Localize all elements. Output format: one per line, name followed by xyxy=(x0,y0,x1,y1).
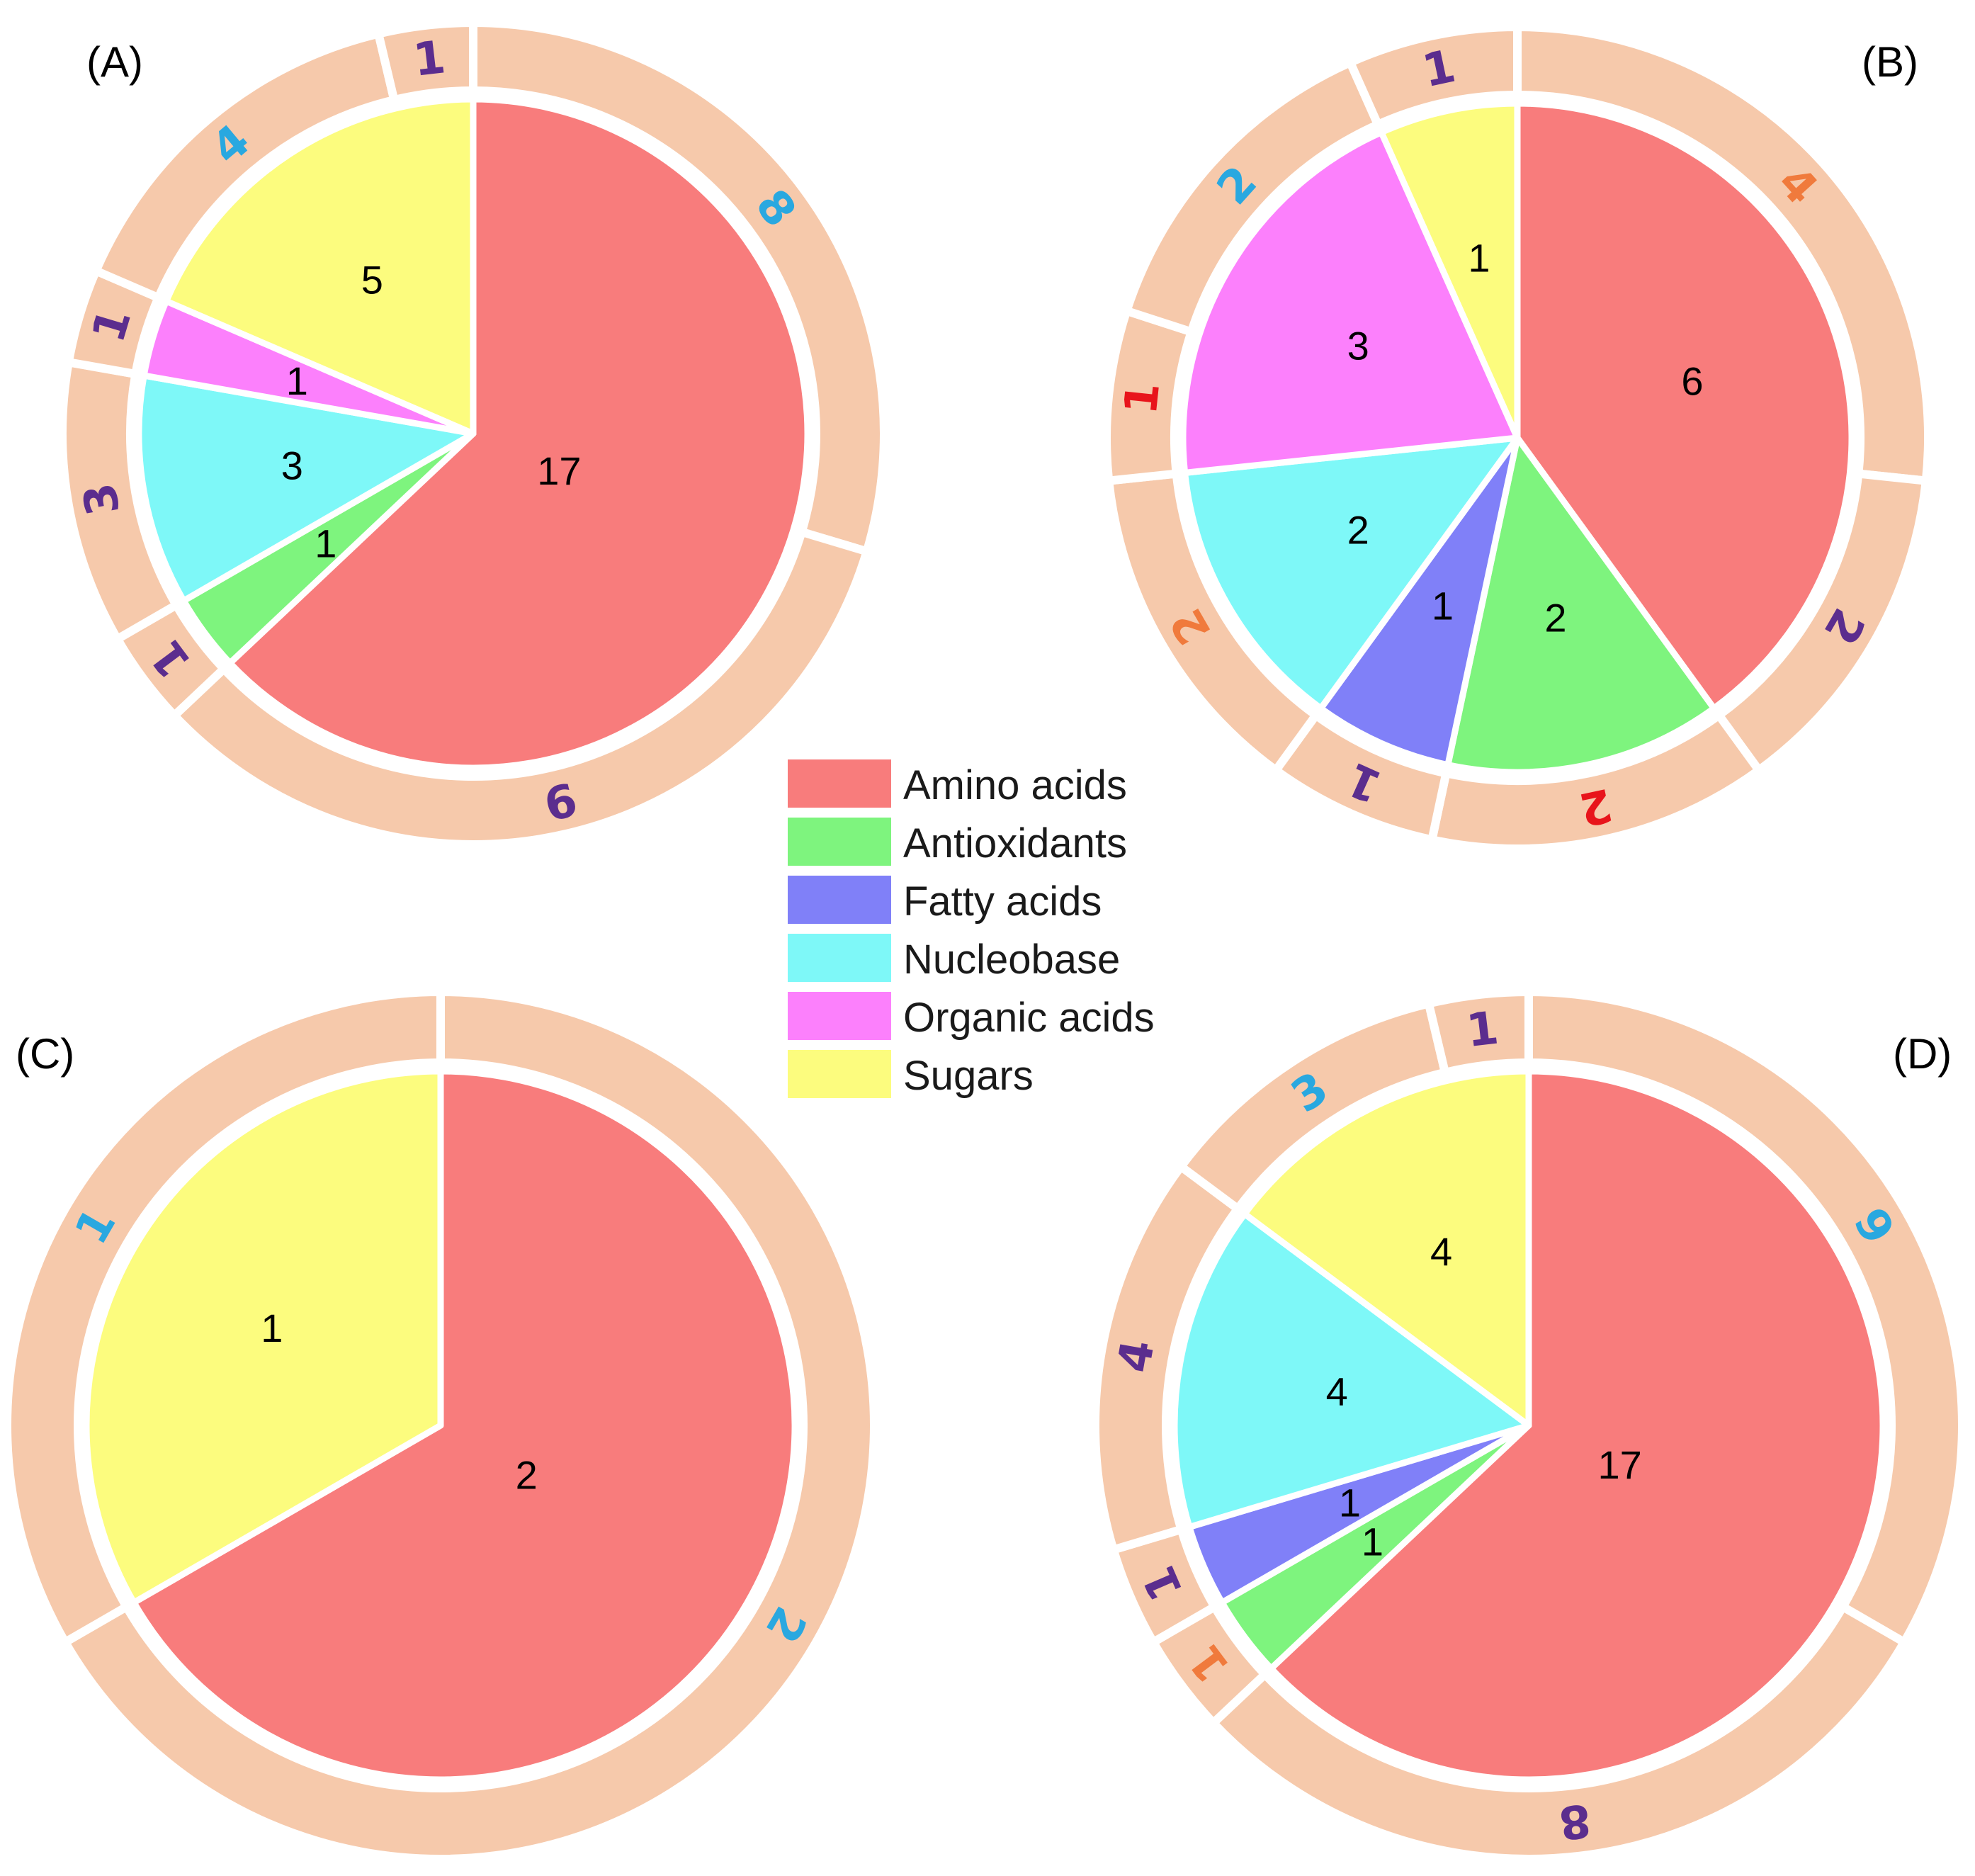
slice-value-label: 1 xyxy=(1432,584,1454,628)
slice-value-label: 2 xyxy=(1347,507,1369,552)
slice-value-label: 1 xyxy=(261,1306,283,1350)
pie-slice-amino-acids xyxy=(1514,100,1855,712)
legend-label: Organic acids xyxy=(903,995,1155,1041)
legend-item-sugars: Sugars xyxy=(788,1050,1034,1099)
slice-value-label: 5 xyxy=(361,258,383,303)
panel-label-b: (B) xyxy=(1862,38,1918,86)
outer-ring-segment xyxy=(3,987,445,1649)
slice-value-label: 17 xyxy=(537,448,581,493)
slice-value-label: 1 xyxy=(286,358,308,403)
pie-slice-amino-acids xyxy=(1267,1068,1886,1783)
outer-ring-label: 8 xyxy=(1556,1793,1594,1849)
slice-value-label: 1 xyxy=(1339,1480,1361,1525)
outer-ring-segment xyxy=(1423,987,1533,1078)
legend-swatch xyxy=(788,818,891,866)
outer-ring-label: 1 xyxy=(411,31,448,87)
slice-value-label: 4 xyxy=(1326,1369,1348,1414)
legend-label: Fatty acids xyxy=(903,878,1102,925)
outer-ring-segment xyxy=(168,526,873,849)
panel-label-c: (C) xyxy=(16,1030,74,1078)
legend-swatch xyxy=(788,759,891,808)
legend-item-organic-acids: Organic acids xyxy=(788,992,1155,1041)
legend-swatch xyxy=(788,934,891,982)
slice-value-label: 17 xyxy=(1597,1442,1641,1487)
legend-label: Amino acids xyxy=(903,762,1127,808)
outer-ring-label: 1 xyxy=(1115,380,1170,417)
legend-label: Sugars xyxy=(903,1053,1034,1099)
pie-slice-sugars xyxy=(1378,100,1521,441)
pie-slice-amino-acids xyxy=(227,96,811,772)
panel-label-d: (D) xyxy=(1893,1030,1952,1078)
legend-item-antioxidants: Antioxidants xyxy=(788,818,1127,866)
slice-value-label: 3 xyxy=(1347,324,1369,368)
slice-value-label: 1 xyxy=(1362,1520,1383,1564)
slice-value-label: 1 xyxy=(1468,236,1490,281)
legend: Amino acids Antioxidants Fatty acids Nuc… xyxy=(788,759,1155,1099)
slice-value-label: 2 xyxy=(516,1453,538,1498)
pie-slice-organic-acids xyxy=(1179,129,1521,476)
outer-ring-segment xyxy=(373,18,477,106)
slice-value-label: 1 xyxy=(315,521,336,566)
legend-swatch xyxy=(788,876,891,924)
pie-slice-antioxidants xyxy=(1444,434,1717,776)
slice-value-label: 6 xyxy=(1681,358,1703,403)
pie-slice-fatty-acids xyxy=(1318,434,1521,769)
pie-slice-sugars xyxy=(1241,1068,1532,1429)
panel-label-a: (A) xyxy=(86,38,143,86)
legend-swatch xyxy=(788,1050,891,1098)
legend-label: Antioxidants xyxy=(903,820,1127,866)
legend-item-amino-acids: Amino acids xyxy=(788,759,1127,808)
legend-item-nucleobase: Nucleobase xyxy=(788,934,1120,983)
legend-item-fatty-acids: Fatty acids xyxy=(788,876,1102,925)
slice-value-label: 4 xyxy=(1430,1229,1452,1274)
outer-ring-segment xyxy=(1207,1600,1911,1863)
pie-slice-nucleobase xyxy=(1171,1210,1532,1530)
outer-ring-segment xyxy=(59,987,878,1863)
pie-slice-nucleobase xyxy=(135,372,477,604)
pie-slice-sugars xyxy=(83,1068,444,1606)
pie-slice-amino-acids xyxy=(130,1068,798,1783)
slice-value-label: 3 xyxy=(281,443,303,488)
legend-label: Nucleobase xyxy=(903,937,1120,983)
outer-ring-segment xyxy=(1345,22,1522,130)
outer-ring-segment xyxy=(1524,987,1966,1649)
slice-value-label: 2 xyxy=(1544,595,1566,640)
legend-swatch xyxy=(788,992,891,1040)
pie-slice-nucleobase xyxy=(1182,434,1521,712)
pie-slice-sugars xyxy=(163,96,477,437)
outer-ring-label: 1 xyxy=(1464,1002,1501,1058)
